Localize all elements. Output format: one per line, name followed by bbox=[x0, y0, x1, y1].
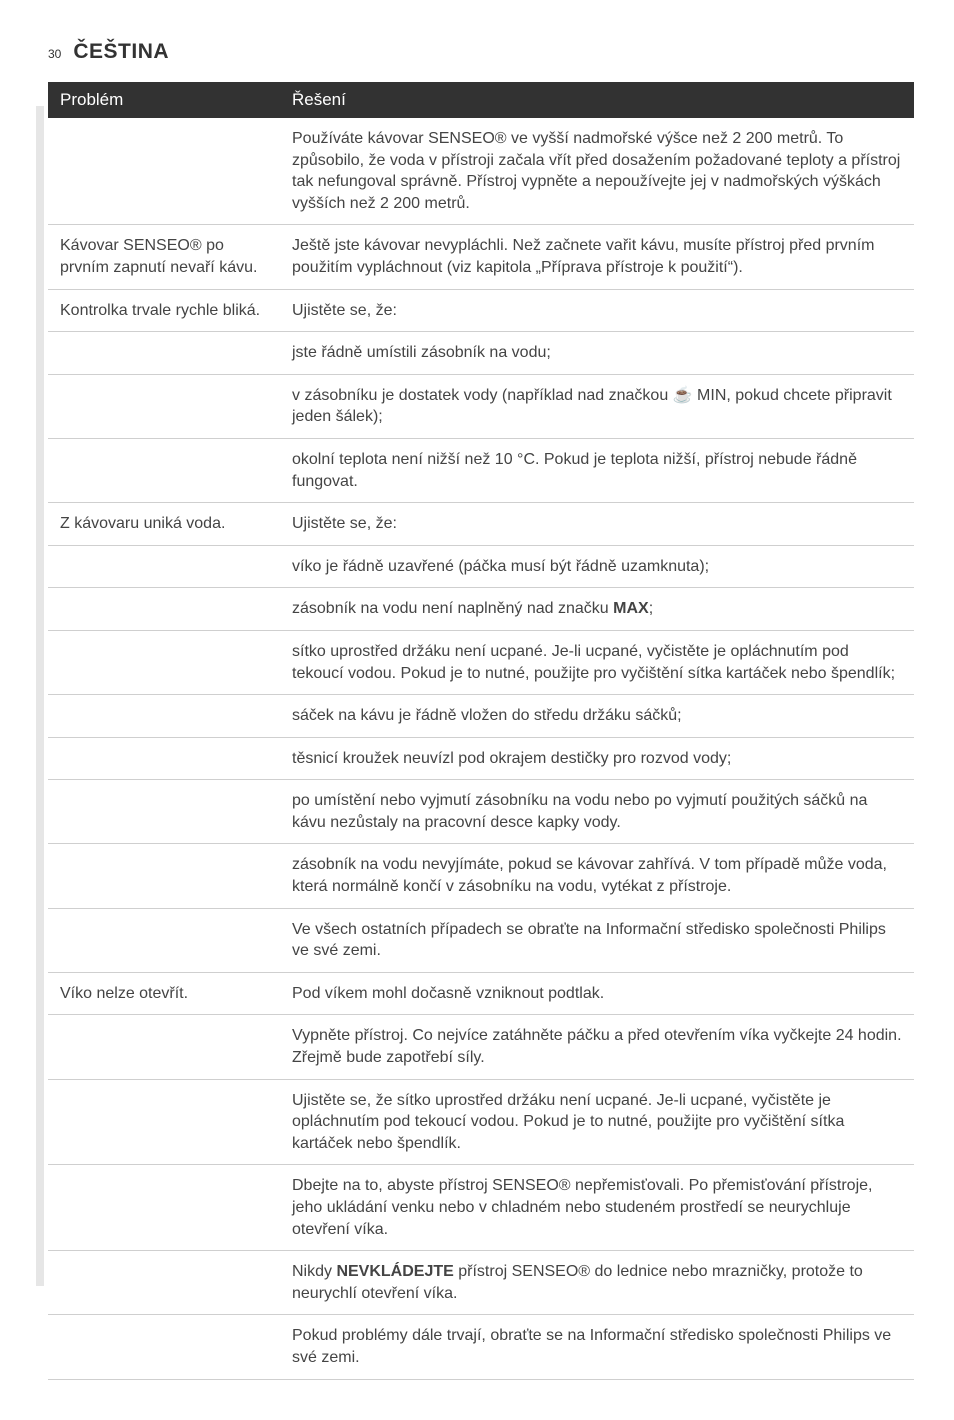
cell-solution: Ještě jste kávovar nevypláchli. Než začn… bbox=[280, 225, 914, 289]
cell-solution: sáček na kávu je řádně vložen do středu … bbox=[280, 695, 914, 738]
table-row: víko je řádně uzavřené (páčka musí být ř… bbox=[48, 545, 914, 588]
cell-solution: Nikdy NEVKLÁDEJTE přístroj SENSEO® do le… bbox=[280, 1251, 914, 1315]
cell-problem: Kontrolka trvale rychle bliká. bbox=[48, 289, 280, 332]
table-row: Dbejte na to, abyste přístroj SENSEO® ne… bbox=[48, 1165, 914, 1251]
cell-problem bbox=[48, 332, 280, 375]
cell-solution: jste řádně umístili zásobník na vodu; bbox=[280, 332, 914, 375]
cell-problem bbox=[48, 695, 280, 738]
col-problem: Problém bbox=[48, 82, 280, 118]
table-row: Ujistěte se, že sítko uprostřed držáku n… bbox=[48, 1079, 914, 1165]
cell-solution: Ujistěte se, že: bbox=[280, 289, 914, 332]
cell-problem bbox=[48, 630, 280, 694]
cell-problem bbox=[48, 588, 280, 631]
cell-problem bbox=[48, 1315, 280, 1379]
page-number: 30 bbox=[48, 47, 61, 61]
cell-solution: Ujistěte se, že sítko uprostřed držáku n… bbox=[280, 1079, 914, 1165]
cell-solution: víko je řádně uzavřené (páčka musí být ř… bbox=[280, 545, 914, 588]
cell-problem bbox=[48, 1015, 280, 1079]
table-row: těsnicí kroužek neuvízl pod okrajem dest… bbox=[48, 737, 914, 780]
cell-problem bbox=[48, 844, 280, 908]
language-heading: ČEŠTINA bbox=[73, 40, 169, 64]
cell-solution: zásobník na vodu nevyjímáte, pokud se ká… bbox=[280, 844, 914, 908]
table-row: Ve všech ostatních případech se obraťte … bbox=[48, 908, 914, 972]
table-row: v zásobníku je dostatek vody (například … bbox=[48, 374, 914, 438]
cell-solution: Ve všech ostatních případech se obraťte … bbox=[280, 908, 914, 972]
cell-solution: v zásobníku je dostatek vody (například … bbox=[280, 374, 914, 438]
cell-problem bbox=[48, 1079, 280, 1165]
cell-solution: Dbejte na to, abyste přístroj SENSEO® ne… bbox=[280, 1165, 914, 1251]
cell-problem: Víko nelze otevřít. bbox=[48, 972, 280, 1015]
cell-problem bbox=[48, 737, 280, 780]
cell-problem: Kávovar SENSEO® po prvním zapnutí nevaří… bbox=[48, 225, 280, 289]
cell-problem bbox=[48, 374, 280, 438]
cell-solution: Pod víkem mohl dočasně vzniknout podtlak… bbox=[280, 972, 914, 1015]
table-row: sítko uprostřed držáku není ucpané. Je-l… bbox=[48, 630, 914, 694]
table-row: Nikdy NEVKLÁDEJTE přístroj SENSEO® do le… bbox=[48, 1251, 914, 1315]
col-solution: Řešení bbox=[280, 82, 914, 118]
table-row: Kávovar SENSEO® po prvním zapnutí nevaří… bbox=[48, 225, 914, 289]
cell-solution: sítko uprostřed držáku není ucpané. Je-l… bbox=[280, 630, 914, 694]
table-row: Kontrolka trvale rychle bliká.Ujistěte s… bbox=[48, 289, 914, 332]
table-row: jste řádně umístili zásobník na vodu; bbox=[48, 332, 914, 375]
table-row: po umístění nebo vyjmutí zásobníku na vo… bbox=[48, 780, 914, 844]
cell-problem bbox=[48, 1251, 280, 1315]
cell-solution: po umístění nebo vyjmutí zásobníku na vo… bbox=[280, 780, 914, 844]
table-row: Víko nelze otevřít.Pod víkem mohl dočasn… bbox=[48, 972, 914, 1015]
cell-problem: Z kávovaru uniká voda. bbox=[48, 503, 280, 546]
cell-solution: Pokud problémy dále trvají, obraťte se n… bbox=[280, 1315, 914, 1379]
table-row: Vypněte přístroj. Co nejvíce zatáhněte p… bbox=[48, 1015, 914, 1079]
cell-problem bbox=[48, 780, 280, 844]
table-row: zásobník na vodu nevyjímáte, pokud se ká… bbox=[48, 844, 914, 908]
page-header: 30 ČEŠTINA bbox=[48, 40, 902, 64]
table-row: Pokud problémy dále trvají, obraťte se n… bbox=[48, 1315, 914, 1379]
cell-problem bbox=[48, 545, 280, 588]
table-row: zásobník na vodu není naplněný nad značk… bbox=[48, 588, 914, 631]
table-row: sáček na kávu je řádně vložen do středu … bbox=[48, 695, 914, 738]
table-row: Z kávovaru uniká voda.Ujistěte se, že: bbox=[48, 503, 914, 546]
troubleshooting-table: Problém Řešení Používáte kávovar SENSEO®… bbox=[48, 82, 914, 1380]
cell-problem bbox=[48, 438, 280, 502]
cell-solution: Ujistěte se, že: bbox=[280, 503, 914, 546]
cell-solution: těsnicí kroužek neuvízl pod okrajem dest… bbox=[280, 737, 914, 780]
cell-solution: Vypněte přístroj. Co nejvíce zatáhněte p… bbox=[280, 1015, 914, 1079]
bold-text: MAX bbox=[613, 600, 649, 617]
cell-solution: Používáte kávovar SENSEO® ve vyšší nadmo… bbox=[280, 118, 914, 225]
table-row: Používáte kávovar SENSEO® ve vyšší nadmo… bbox=[48, 118, 914, 225]
cell-solution: okolní teplota není nižší než 10 °C. Pok… bbox=[280, 438, 914, 502]
cell-problem bbox=[48, 908, 280, 972]
left-accent-bar bbox=[36, 106, 44, 1286]
cell-solution: zásobník na vodu není naplněný nad značk… bbox=[280, 588, 914, 631]
bold-text: NEVKLÁDEJTE bbox=[336, 1263, 453, 1280]
cell-problem bbox=[48, 118, 280, 225]
cell-problem bbox=[48, 1165, 280, 1251]
table-row: okolní teplota není nižší než 10 °C. Pok… bbox=[48, 438, 914, 502]
table-header-row: Problém Řešení bbox=[48, 82, 914, 118]
